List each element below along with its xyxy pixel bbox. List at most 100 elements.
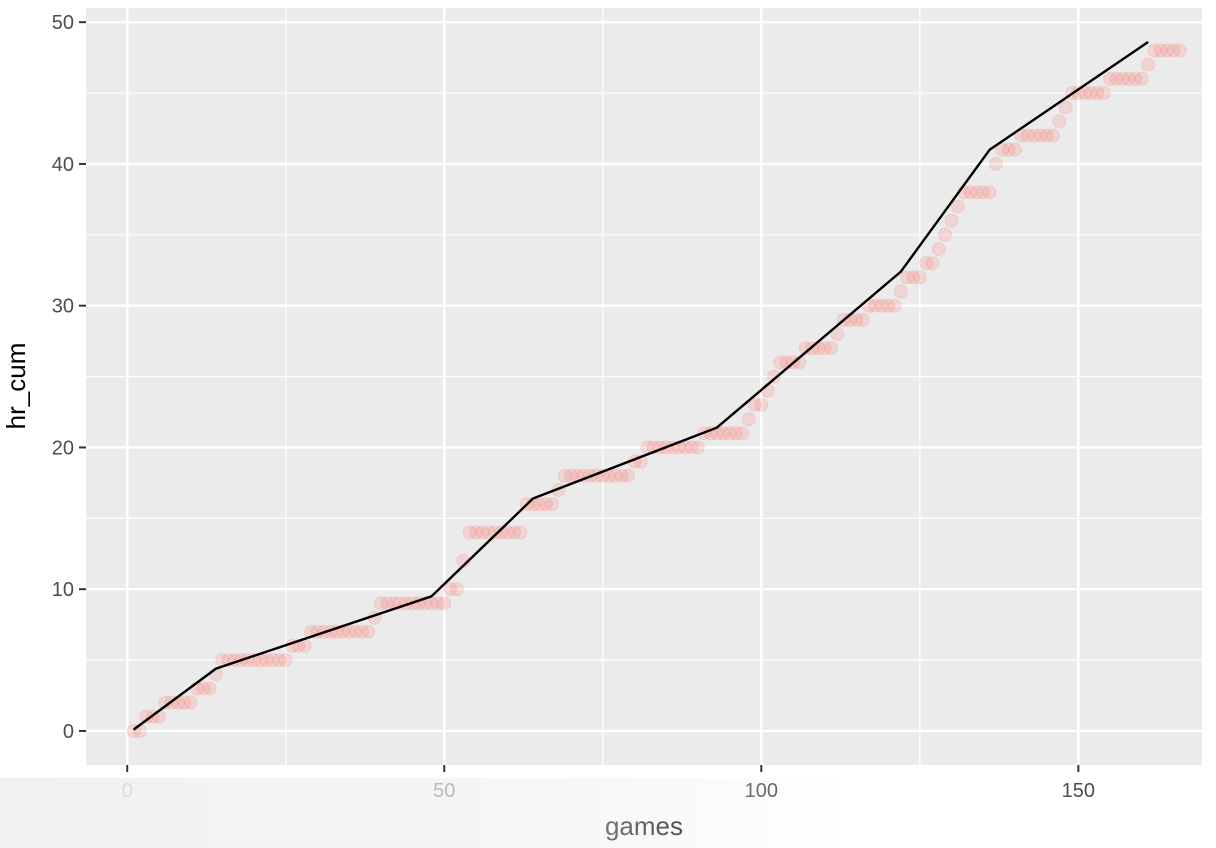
- data-point: [1026, 128, 1041, 143]
- data-point: [481, 525, 496, 540]
- data-point: [893, 284, 908, 299]
- data-point: [1160, 43, 1175, 58]
- data-point: [747, 397, 762, 412]
- data-point: [760, 383, 775, 398]
- data-point: [830, 327, 845, 342]
- data-point: [855, 312, 870, 327]
- data-point: [494, 525, 509, 540]
- data-point: [177, 695, 192, 710]
- data-point: [931, 241, 946, 256]
- data-point: [1084, 86, 1099, 101]
- y-tick-label: 20: [52, 437, 74, 459]
- data-point: [950, 199, 965, 214]
- data-point: [1090, 86, 1105, 101]
- data-point: [1058, 100, 1073, 115]
- data-point: [773, 355, 788, 370]
- data-point: [1103, 71, 1118, 86]
- data-point: [557, 468, 572, 483]
- data-point: [183, 695, 198, 710]
- y-tick-label: 50: [52, 12, 74, 34]
- data-point: [196, 681, 211, 696]
- data-point: [1172, 43, 1187, 58]
- y-tick-label: 0: [63, 721, 74, 743]
- data-point: [900, 270, 915, 285]
- data-point: [1001, 142, 1016, 157]
- data-point: [690, 440, 705, 455]
- data-point: [259, 653, 274, 668]
- data-point: [938, 227, 953, 242]
- data-point: [202, 681, 217, 696]
- data-point: [1096, 86, 1111, 101]
- data-point: [982, 185, 997, 200]
- data-point: [868, 298, 883, 313]
- data-point: [976, 185, 991, 200]
- data-point: [430, 596, 445, 611]
- y-tick-label: 10: [52, 579, 74, 601]
- data-point: [1153, 43, 1168, 58]
- data-point: [1128, 71, 1143, 86]
- y-tick-label: 40: [52, 154, 74, 176]
- data-point: [348, 624, 363, 639]
- data-point: [462, 525, 477, 540]
- data-point: [925, 256, 940, 271]
- data-point: [995, 142, 1010, 157]
- data-point: [1147, 43, 1162, 58]
- data-point: [817, 341, 832, 356]
- data-point: [912, 270, 927, 285]
- data-point: [728, 426, 743, 441]
- data-point: [621, 468, 636, 483]
- data-point: [919, 256, 934, 271]
- data-point: [1109, 71, 1124, 86]
- data-point: [906, 270, 921, 285]
- data-point: [944, 213, 959, 228]
- y-axis-title: hr_cum: [1, 343, 31, 430]
- data-point: [564, 468, 579, 483]
- data-point: [507, 525, 522, 540]
- data-point: [443, 582, 458, 597]
- data-point: [716, 426, 731, 441]
- data-point: [874, 298, 889, 313]
- data-point: [1115, 71, 1130, 86]
- data-point: [513, 525, 528, 540]
- grid-major: [86, 8, 1202, 765]
- data-point: [766, 369, 781, 384]
- x-tick-label: 150: [1062, 780, 1095, 802]
- data-point: [373, 596, 388, 611]
- x-tick-labels: 0 50 100 150: [122, 780, 1095, 802]
- data-point: [475, 525, 490, 540]
- data-point: [449, 582, 464, 597]
- data-point: [1045, 128, 1060, 143]
- grid-minor: [86, 8, 1202, 765]
- fit-line: [132, 41, 1149, 731]
- data-point: [1007, 142, 1022, 157]
- data-point: [988, 156, 1003, 171]
- data-point: [468, 525, 483, 540]
- plot-panel: [86, 8, 1202, 765]
- data-point: [754, 397, 769, 412]
- data-point: [849, 312, 864, 327]
- data-point: [487, 525, 502, 540]
- data-point: [1122, 71, 1137, 86]
- data-point: [1134, 71, 1149, 86]
- data-point: [500, 525, 515, 540]
- data-point: [684, 440, 699, 455]
- x-tick-label: 0: [122, 780, 133, 802]
- data-point: [1052, 114, 1067, 129]
- data-point: [538, 497, 553, 512]
- data-point: [1166, 43, 1181, 58]
- data-point: [437, 596, 452, 611]
- data-point: [272, 653, 287, 668]
- data-point: [361, 624, 376, 639]
- y-tick-label: 30: [52, 296, 74, 318]
- data-point: [614, 468, 629, 483]
- data-point: [380, 596, 395, 611]
- data-point: [1141, 57, 1156, 72]
- data-points: [126, 43, 1187, 738]
- fit-line-path: [132, 41, 1149, 731]
- axis-ticks: [79, 21, 1080, 772]
- data-point: [741, 412, 756, 427]
- data-point: [722, 426, 737, 441]
- y-tick-labels: 0 10 20 30 40 50: [52, 12, 74, 743]
- data-point: [1020, 128, 1035, 143]
